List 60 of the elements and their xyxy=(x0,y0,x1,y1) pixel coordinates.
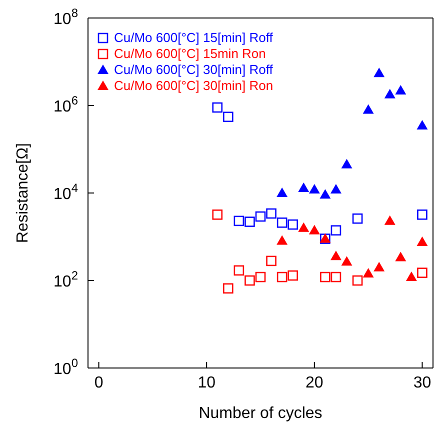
point xyxy=(244,275,255,286)
point xyxy=(374,68,385,78)
point xyxy=(255,211,266,222)
point xyxy=(416,120,428,130)
legend-label: Cu/Mo 600[°C] 15min Ron xyxy=(114,46,266,62)
point xyxy=(320,189,331,199)
point xyxy=(298,222,310,232)
point xyxy=(255,272,266,282)
y-axis-title: Resistance[Ω] xyxy=(14,143,32,243)
x-tick-label: 10 xyxy=(198,374,216,392)
y-tick-label: 10$^{0}$ xyxy=(54,356,78,378)
point xyxy=(223,283,234,294)
point xyxy=(362,104,374,114)
x-axis-title: Number of cycles xyxy=(198,405,322,422)
point xyxy=(234,216,244,226)
point xyxy=(308,224,320,234)
point xyxy=(384,215,396,225)
point xyxy=(362,268,374,278)
point xyxy=(212,210,223,220)
point xyxy=(330,272,342,282)
point xyxy=(298,182,310,192)
point xyxy=(374,262,385,272)
point xyxy=(288,219,298,230)
legend-label: Cu/Mo 600[°C] 15[min] Roff xyxy=(114,30,273,46)
y-tick-label: 10$^{6}$ xyxy=(54,94,78,116)
point xyxy=(223,112,234,122)
point xyxy=(330,225,342,236)
x-tick-label: 20 xyxy=(306,374,324,392)
point xyxy=(406,272,417,282)
point xyxy=(276,188,288,197)
point xyxy=(244,216,255,227)
y-tick-label: 10$^{8}$ xyxy=(54,6,78,28)
point xyxy=(320,272,330,282)
legend-label: Cu/Mo 600[°C] 30[min] Roff xyxy=(114,62,273,78)
point xyxy=(341,158,352,168)
y-tick-label: 10$^{4}$ xyxy=(54,181,78,203)
point xyxy=(266,208,276,219)
point xyxy=(395,252,406,262)
point xyxy=(330,184,342,194)
point xyxy=(288,270,298,281)
point xyxy=(395,85,406,95)
point xyxy=(416,236,428,246)
point xyxy=(276,272,288,282)
legend-label: Cu/Mo 600[°C] 30[min] Ron xyxy=(114,78,274,94)
point xyxy=(308,184,320,194)
y-tick-label: 10$^{2}$ xyxy=(54,268,78,290)
point xyxy=(330,250,342,260)
point xyxy=(266,256,276,266)
point xyxy=(417,210,428,220)
point xyxy=(341,256,352,266)
point xyxy=(276,218,288,228)
point xyxy=(352,275,363,286)
point xyxy=(234,265,244,276)
point xyxy=(384,88,396,98)
point xyxy=(352,213,363,224)
x-tick-label: 0 xyxy=(94,374,104,392)
x-tick-label: 30 xyxy=(413,374,432,392)
point xyxy=(276,235,288,245)
point xyxy=(212,102,223,113)
point xyxy=(417,268,428,278)
